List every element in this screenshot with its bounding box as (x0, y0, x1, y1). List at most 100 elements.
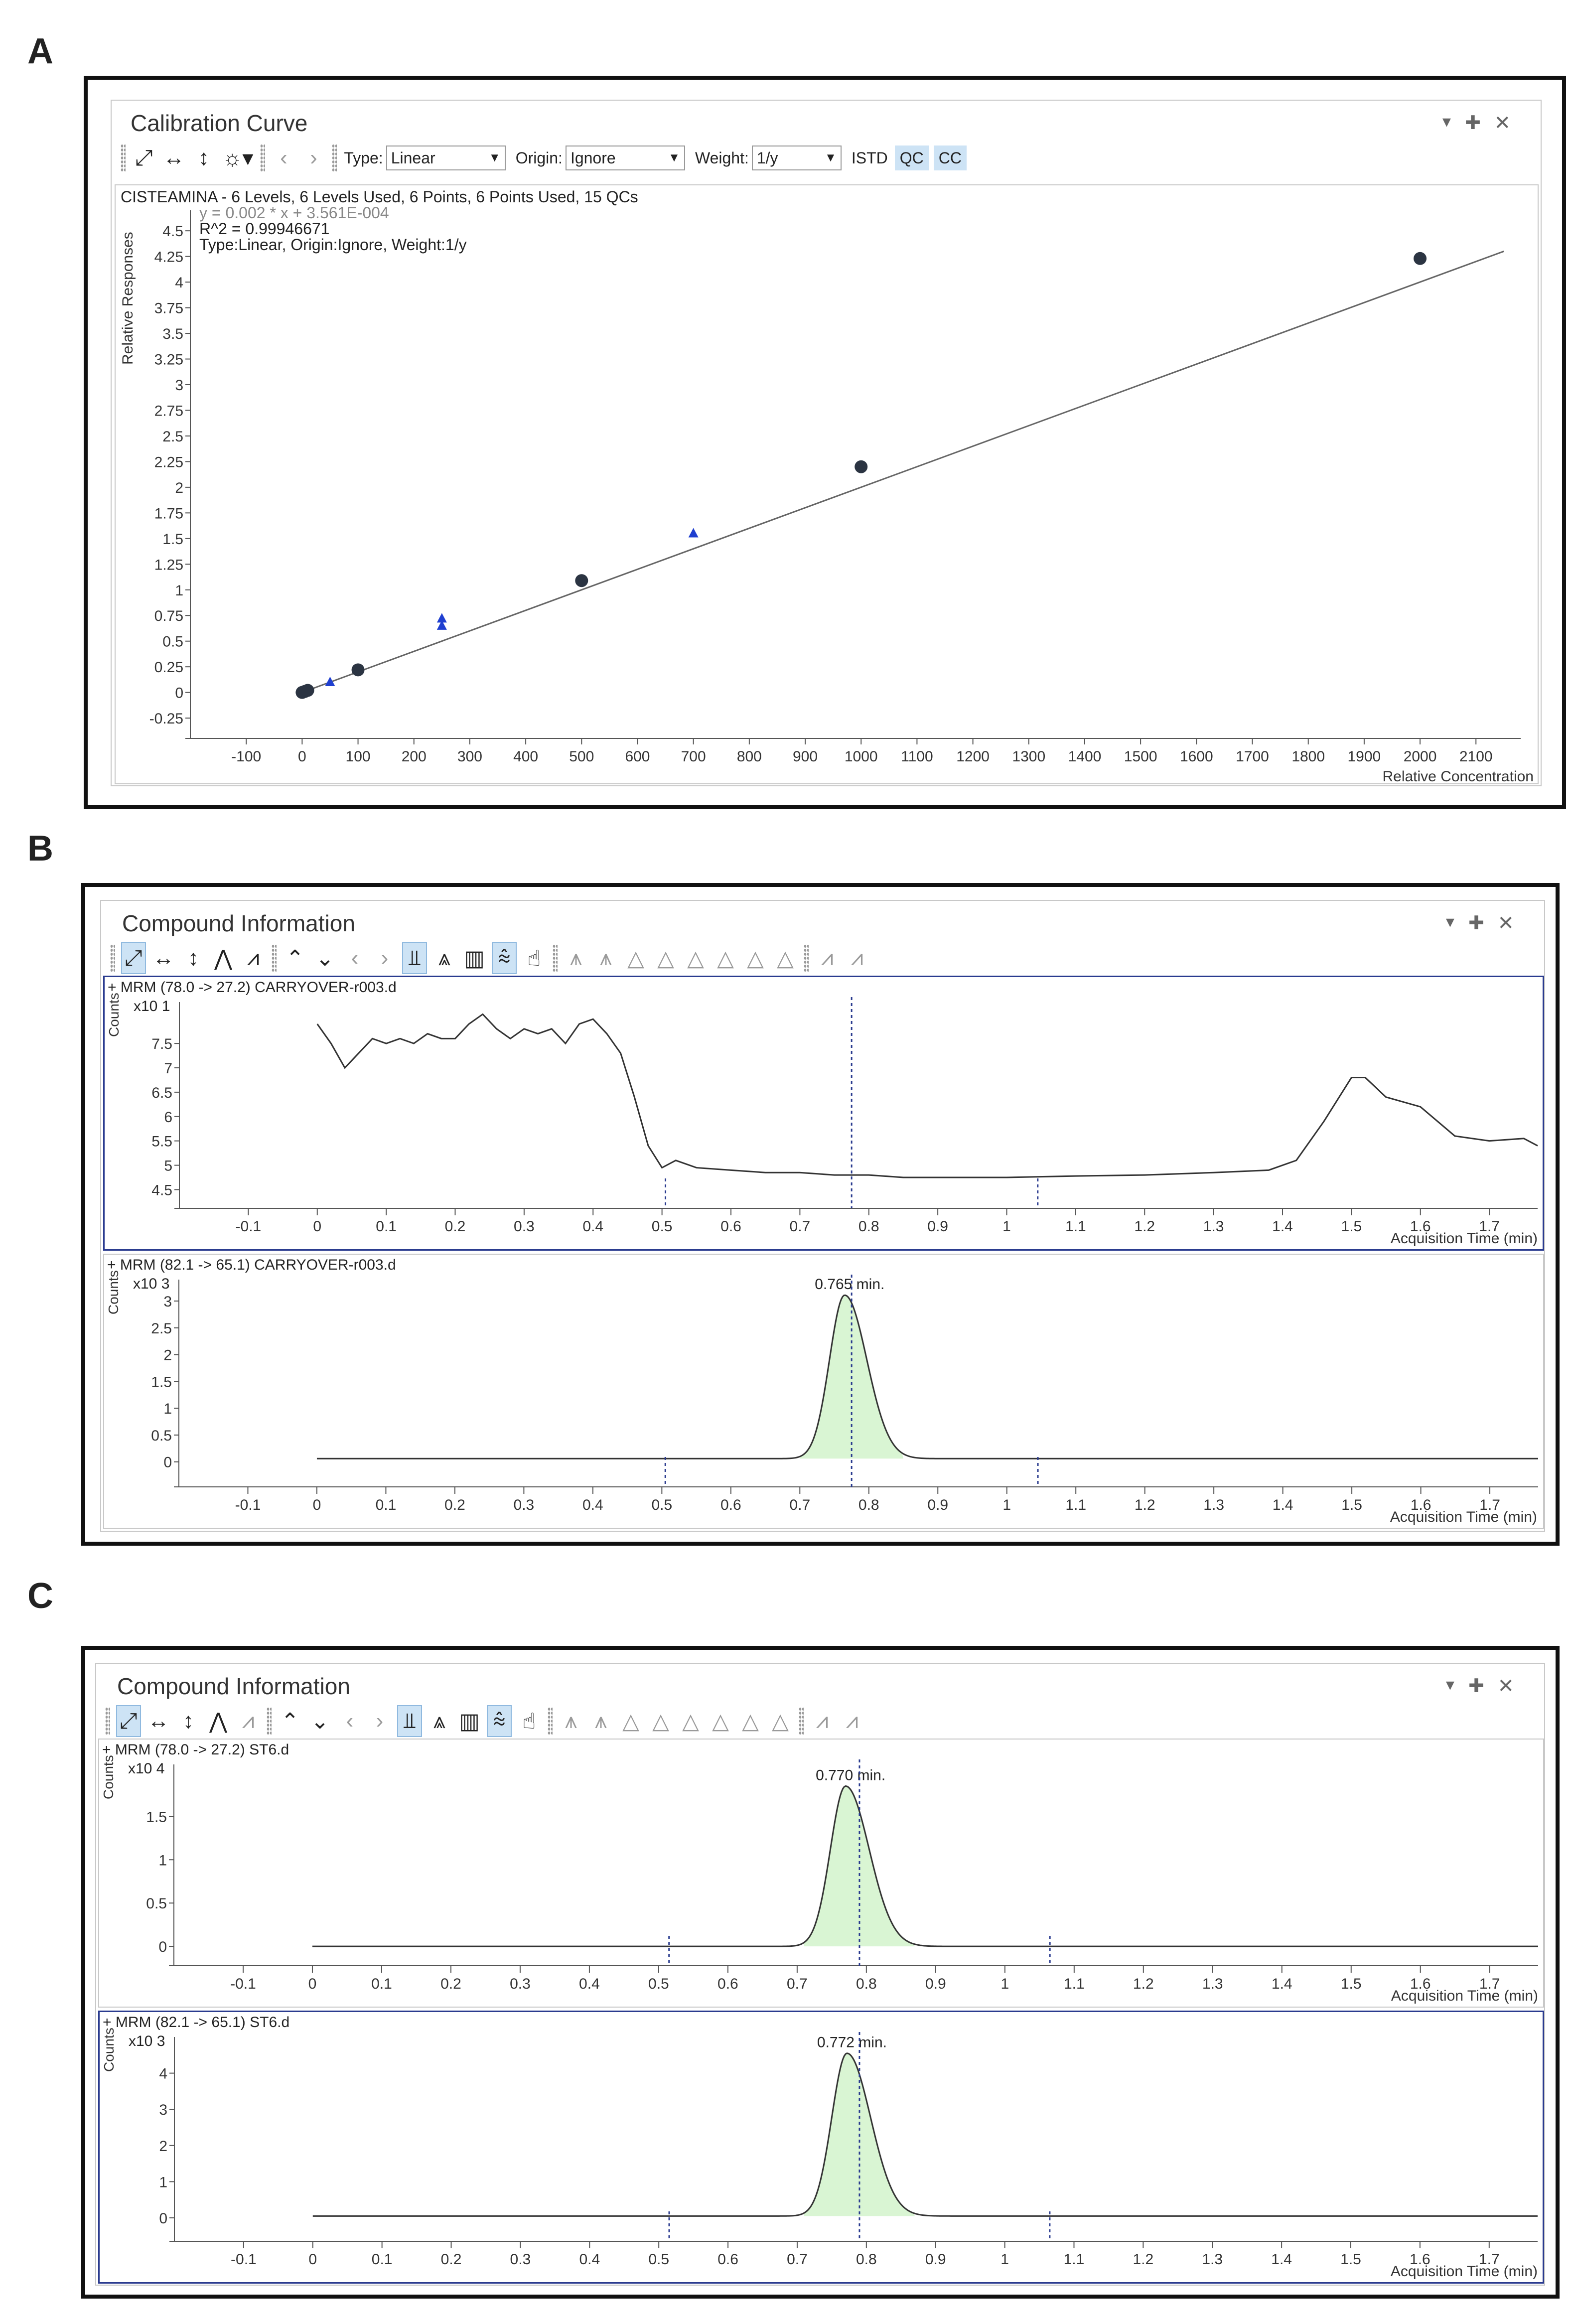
integration-icon[interactable]: ⩯ (487, 1705, 512, 1737)
chromatogram-b1-box[interactable]: + MRM (78.0 -> 27.2) CARRYOVER-r003.d x1… (103, 976, 1544, 1251)
front-skim-icon[interactable]: △ (712, 1709, 729, 1734)
zero-peak-icon[interactable]: ⩘ (821, 946, 834, 970)
autoscale-icon[interactable]: ⤢ (116, 1705, 141, 1737)
overlay-chromatogram-icon[interactable]: ⫫ (397, 1705, 422, 1737)
chromatogram-c1[interactable]: + MRM (78.0 -> 27.2) ST6.d x10 4 Counts … (99, 1740, 1543, 2007)
peak-icon[interactable]: ⋀ (209, 1709, 228, 1734)
baseline-peak-icon[interactable]: ⩘ (247, 946, 260, 970)
x-tick-label: 0.5 (651, 1497, 672, 1513)
calibration-chart[interactable]: CISTEAMINA - 6 Levels, 6 Levels Used, 6 … (116, 185, 1538, 783)
hand-pointer-icon[interactable]: ☝ (527, 946, 541, 971)
autoscale-icon[interactable]: ⤢ (121, 942, 146, 974)
clear-integration-icon[interactable]: △ (772, 1709, 789, 1734)
previous-icon[interactable]: ‹ (351, 946, 359, 970)
zero-peak-icon[interactable]: ⩘ (816, 1709, 829, 1733)
horizontal-scale-icon[interactable]: ↔ (163, 145, 185, 170)
origin-select[interactable]: Ignore ▼ (565, 145, 685, 170)
next-peak-icon[interactable]: ⌄ (315, 946, 334, 971)
next-icon[interactable]: › (376, 1709, 384, 1733)
istd-toggle[interactable]: ISTD (851, 148, 888, 167)
split-peak-icon[interactable]: ⩚ (599, 946, 612, 970)
weight-select[interactable]: 1/y ▼ (751, 145, 842, 170)
manual-integrate-icon[interactable]: ⩚ (570, 946, 582, 970)
tangent-skim-icon[interactable]: △ (687, 946, 704, 971)
drop-baseline-icon[interactable]: △ (652, 1709, 669, 1734)
x-tick-label: 1200 (956, 748, 990, 765)
drop-baseline-icon[interactable]: △ (657, 946, 674, 971)
chromatogram-marks (316, 997, 1538, 1208)
previous-peak-icon[interactable]: ⌃ (281, 1709, 299, 1734)
split-peak-icon[interactable]: ⩚ (594, 1709, 607, 1733)
hand-pointer-icon[interactable]: ☝ (522, 1709, 536, 1734)
horizontal-scale-icon[interactable]: ↔ (147, 1709, 169, 1733)
x-tick-label: 0.5 (652, 1218, 673, 1235)
reset-peak-icon[interactable]: ⩘ (846, 1709, 858, 1733)
x-tick-label: 0.6 (717, 2251, 738, 2268)
rear-skim-icon[interactable]: △ (742, 1709, 759, 1734)
settings-icon[interactable]: ☼▾ (222, 145, 254, 170)
bar-spectrum-icon[interactable]: ▥ (459, 1709, 480, 1734)
previous-icon[interactable]: ‹ (280, 145, 287, 170)
toolbar-grip (121, 144, 126, 172)
previous-peak-icon[interactable]: ⌃ (286, 946, 304, 971)
horizontal-scale-icon[interactable]: ↔ (152, 946, 174, 970)
type-select[interactable]: Linear ▼ (386, 145, 506, 170)
window-dropdown-icon[interactable]: ▾ (1442, 112, 1451, 131)
manual-integrate-icon[interactable]: ⩚ (565, 1709, 577, 1733)
stack-chromatogram-icon[interactable]: ⩓ (438, 946, 451, 970)
peak-icon[interactable]: ⋀ (214, 946, 233, 971)
x-tick-label: 100 (346, 748, 371, 765)
window-pin-icon[interactable]: ✚ (1468, 913, 1484, 934)
reset-peak-icon[interactable]: ⩘ (851, 946, 863, 970)
window-dropdown-icon[interactable]: ▾ (1445, 912, 1454, 931)
qc-toggle[interactable]: QC (894, 145, 929, 170)
rear-skim-icon[interactable]: △ (747, 946, 764, 971)
y-tick-label: 7.5 (151, 1036, 172, 1052)
toolbar-grip (260, 144, 266, 172)
bar-spectrum-icon[interactable]: ▥ (464, 946, 485, 971)
vertical-scale-icon[interactable]: ↕ (188, 946, 199, 970)
chromatogram-c1-box[interactable]: + MRM (78.0 -> 27.2) ST6.d x10 4 Counts … (98, 1739, 1544, 2008)
vertical-scale-icon[interactable]: ↕ (198, 145, 209, 170)
chromatogram-trace (312, 2052, 1538, 2217)
integration-icon[interactable]: ⩯ (492, 942, 517, 974)
tangent-skim-icon[interactable]: △ (682, 1709, 699, 1734)
window-pin-icon[interactable]: ✚ (1468, 1676, 1484, 1697)
next-icon[interactable]: › (381, 946, 389, 970)
window-dropdown-icon[interactable]: ▾ (1445, 1675, 1454, 1694)
panel-a-frame: Calibration Curve ▾ ✚ ✕ ⤢ ↔ ↕ ☼▾ ‹ › Typ… (84, 76, 1566, 809)
y-tick-label: 2 (163, 1347, 172, 1364)
x-tick-label: 1.6 (1410, 1976, 1431, 1992)
baseline-peak-icon[interactable]: ⩘ (242, 1709, 255, 1733)
peak-label: 0.765 min. (815, 1276, 884, 1293)
window-close-icon[interactable]: ✕ (1497, 1675, 1514, 1697)
front-skim-icon[interactable]: △ (717, 946, 734, 971)
x-tick-label: 0.7 (789, 1497, 810, 1513)
merge-peak-icon[interactable]: △ (627, 946, 644, 971)
window-close-icon[interactable]: ✕ (1497, 912, 1514, 934)
window-pin-icon[interactable]: ✚ (1465, 113, 1481, 134)
chromatogram-c2-box[interactable]: + MRM (82.1 -> 65.1) ST6.d x10 3 Counts … (98, 2011, 1544, 2284)
x-tick-label: 0.6 (720, 1218, 741, 1235)
clear-integration-icon[interactable]: △ (777, 946, 794, 971)
cc-toggle[interactable]: CC (933, 145, 967, 170)
autoscale-icon[interactable]: ⤢ (135, 145, 153, 170)
chromatogram-c2[interactable]: + MRM (82.1 -> 65.1) ST6.d x10 3 Counts … (100, 2012, 1543, 2282)
chromatogram-b1[interactable]: + MRM (78.0 -> 27.2) CARRYOVER-r003.d x1… (105, 977, 1543, 1249)
next-peak-icon[interactable]: ⌄ (310, 1709, 329, 1734)
toolbar-grip (272, 944, 277, 972)
merge-peak-icon[interactable]: △ (622, 1709, 639, 1734)
x-tick-label: 500 (569, 748, 594, 765)
qc-point (688, 528, 699, 538)
next-icon[interactable]: › (310, 145, 317, 170)
chromatogram-b2[interactable]: + MRM (82.1 -> 65.1) CARRYOVER-r003.d x1… (104, 1255, 1543, 1528)
previous-icon[interactable]: ‹ (346, 1709, 354, 1733)
overlay-chromatogram-icon[interactable]: ⫫ (402, 942, 427, 974)
chromatogram-x-axis-title: Acquisition Time (min) (1390, 1509, 1537, 1525)
window-close-icon[interactable]: ✕ (1494, 112, 1511, 134)
vertical-scale-icon[interactable]: ↕ (183, 1709, 194, 1733)
y-tick-label: 1.25 (154, 557, 183, 573)
stack-chromatogram-icon[interactable]: ⩓ (433, 1709, 446, 1733)
calibration-plot-area[interactable]: CISTEAMINA - 6 Levels, 6 Levels Used, 6 … (115, 184, 1539, 784)
chromatogram-b2-box[interactable]: + MRM (82.1 -> 65.1) CARRYOVER-r003.d x1… (103, 1254, 1544, 1529)
